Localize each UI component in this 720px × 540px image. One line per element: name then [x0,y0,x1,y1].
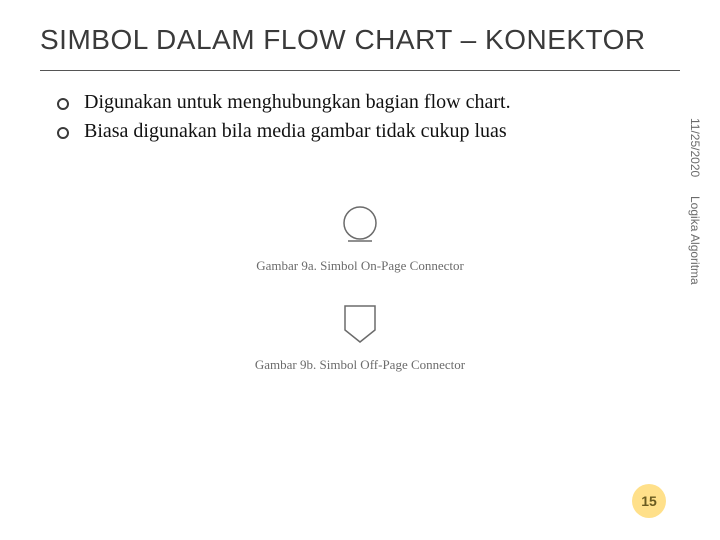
page-number-badge: 15 [632,484,666,518]
page-number-value: 15 [641,493,657,509]
figure-b: Gambar 9b. Simbol Off-Page Connector [56,300,664,373]
figure-a-caption: Gambar 9a. Simbol On-Page Connector [56,258,664,274]
content-area: Digunakan untuk menghubungkan bagian flo… [0,71,720,373]
bullet-text: Biasa digunakan bila media gambar tidak … [84,120,507,143]
offpage-connector-icon [337,300,383,351]
bullet-text: Digunakan untuk menghubungkan bagian flo… [84,91,511,114]
page-title: SIMBOL DALAM FLOW CHART – KONEKTOR [40,24,680,56]
side-subject: Logika Algoritma [688,196,702,285]
side-date: 11/25/2020 [688,118,702,177]
bullet-icon [56,97,70,111]
onpage-connector-icon [338,203,382,252]
list-item: Biasa digunakan bila media gambar tidak … [56,120,664,143]
figure-a: Gambar 9a. Simbol On-Page Connector [56,203,664,274]
list-item: Digunakan untuk menghubungkan bagian flo… [56,91,664,114]
figure-b-caption: Gambar 9b. Simbol Off-Page Connector [56,357,664,373]
figures-area: Gambar 9a. Simbol On-Page Connector Gamb… [56,203,664,373]
bullet-icon [56,126,70,140]
